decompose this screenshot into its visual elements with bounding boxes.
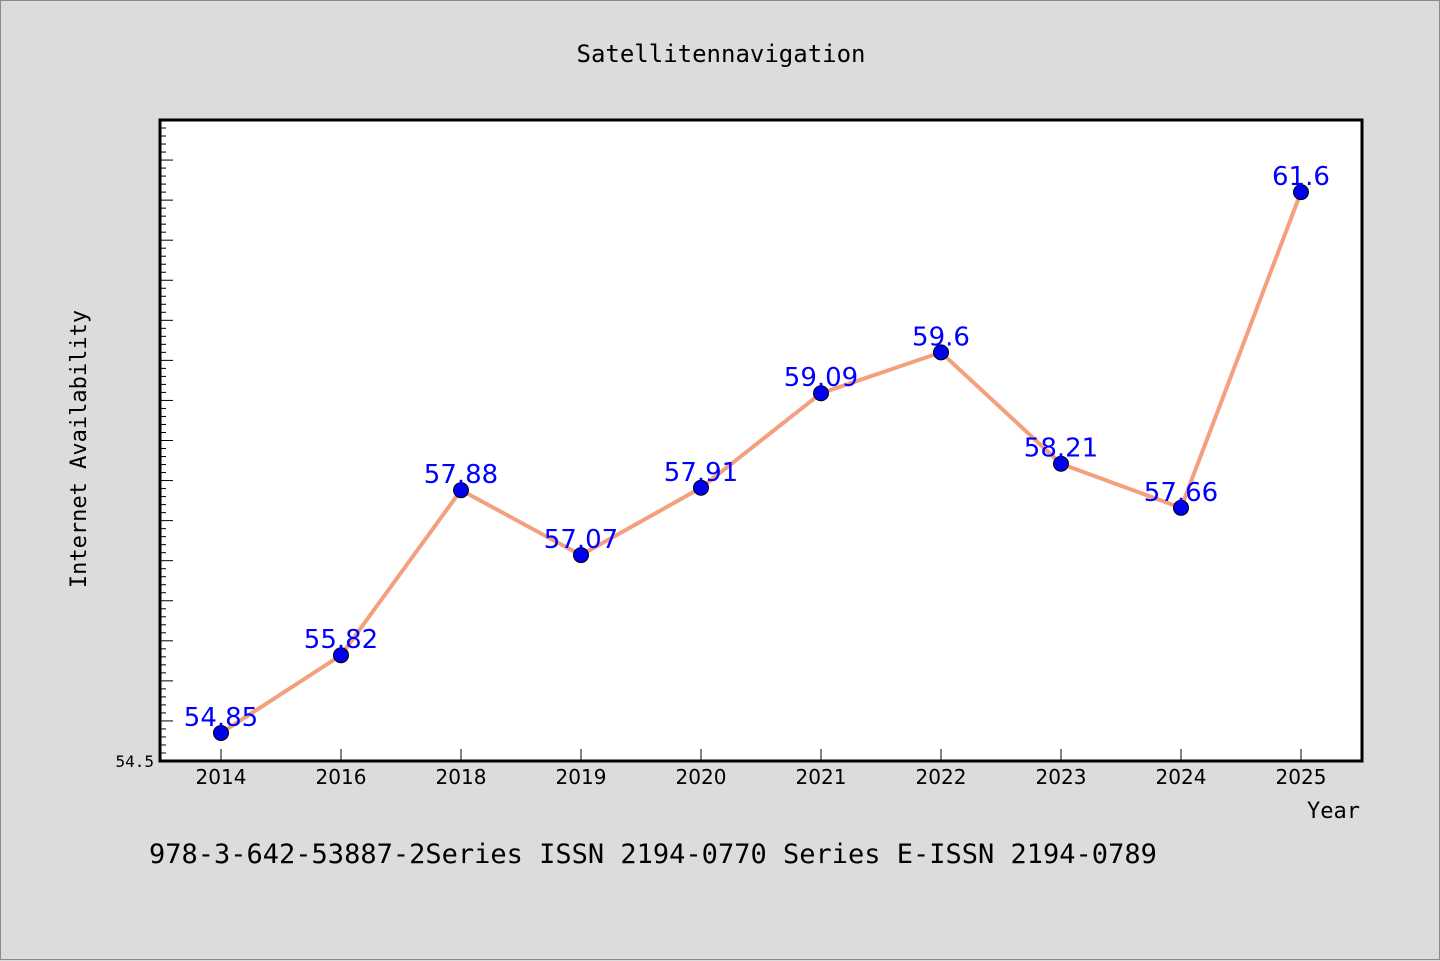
data-label: 57.07 (544, 525, 618, 555)
y-axis-ticks: 54.5 (115, 127, 173, 771)
x-tick-label: 2016 (316, 765, 367, 789)
series-group: 54.85 55.82 57.88 57.07 57.91 59.09 59.6 58.21 5… (184, 162, 1330, 741)
x-tick-label: 2024 (1156, 765, 1207, 789)
data-label: 55.82 (304, 625, 378, 655)
x-axis-ticks: 2014 2016 2018 2019 2020 2021 2022 2023 2024 2025 (196, 749, 1327, 789)
data-point (1293, 184, 1309, 201)
data-point (813, 385, 829, 402)
data-label: 59.09 (784, 363, 858, 393)
x-axis-label: Year (1307, 799, 1360, 824)
data-label: 57.66 (1144, 478, 1218, 508)
data-point (1053, 455, 1069, 472)
chart-title: Satellitennavigation (577, 40, 866, 68)
x-tick-label: 2020 (676, 765, 727, 789)
data-label: 57.88 (424, 460, 498, 490)
y-tick-label: 54.5 (115, 752, 154, 771)
data-label: 61.6 (1272, 162, 1330, 192)
x-tick-label: 2018 (436, 765, 487, 789)
y-axis-label: Internet Availability (67, 310, 92, 588)
data-label: 58.21 (1024, 434, 1098, 464)
data-label: 57.91 (664, 458, 738, 488)
x-tick-label: 2023 (1036, 765, 1087, 789)
data-point (1173, 499, 1189, 516)
x-tick-label: 2021 (796, 765, 847, 789)
footer-text: 978-3-642-53887-2Series ISSN 2194-0770 S… (149, 839, 1157, 870)
data-point (693, 479, 709, 496)
data-label: 54.85 (184, 703, 258, 733)
data-point (213, 724, 229, 741)
series-line (219, 191, 1303, 735)
data-point (453, 482, 469, 499)
x-tick-label: 2014 (196, 765, 247, 789)
x-tick-label: 2022 (916, 765, 967, 789)
x-tick-label: 2019 (556, 765, 607, 789)
data-point (933, 344, 949, 361)
x-tick-label: 2025 (1276, 765, 1327, 789)
data-point (573, 547, 589, 564)
data-point (333, 647, 349, 664)
data-label: 59.6 (912, 322, 970, 352)
